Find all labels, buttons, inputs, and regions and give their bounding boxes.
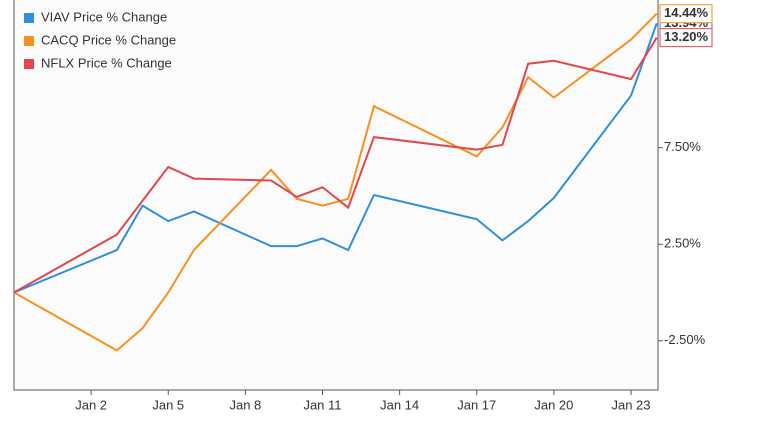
legend-swatch — [24, 13, 34, 23]
x-tick-label: Jan 17 — [457, 397, 496, 412]
x-tick-label: Jan 5 — [152, 397, 184, 412]
series-line — [13, 23, 658, 294]
end-label: 14.44% — [664, 5, 709, 20]
end-label-box — [659, 28, 713, 48]
legend-swatch — [24, 36, 34, 46]
series-line — [13, 13, 658, 352]
x-tick-label: Jan 20 — [534, 397, 573, 412]
y-tick-label: 7.50% — [664, 139, 701, 154]
legend-swatch — [24, 59, 34, 69]
x-tick-label: Jan 14 — [380, 397, 419, 412]
y-tick-label: -2.50% — [664, 332, 706, 347]
end-label-box — [659, 4, 713, 24]
legend-label: CACQ Price % Change — [41, 32, 176, 47]
x-tick-label: Jan 23 — [611, 397, 650, 412]
y-tick-label: 2.50% — [664, 236, 701, 251]
x-tick-label: Jan 2 — [75, 397, 107, 412]
series-line — [13, 37, 658, 294]
end-label: 13.20% — [664, 29, 709, 44]
plot-border — [13, 0, 659, 391]
plot-area — [14, 0, 658, 390]
legend-label: NFLX Price % Change — [41, 55, 172, 70]
legend-label: VIAV Price % Change — [41, 9, 167, 24]
x-tick-label: Jan 8 — [229, 397, 261, 412]
x-tick-label: Jan 11 — [303, 397, 341, 412]
